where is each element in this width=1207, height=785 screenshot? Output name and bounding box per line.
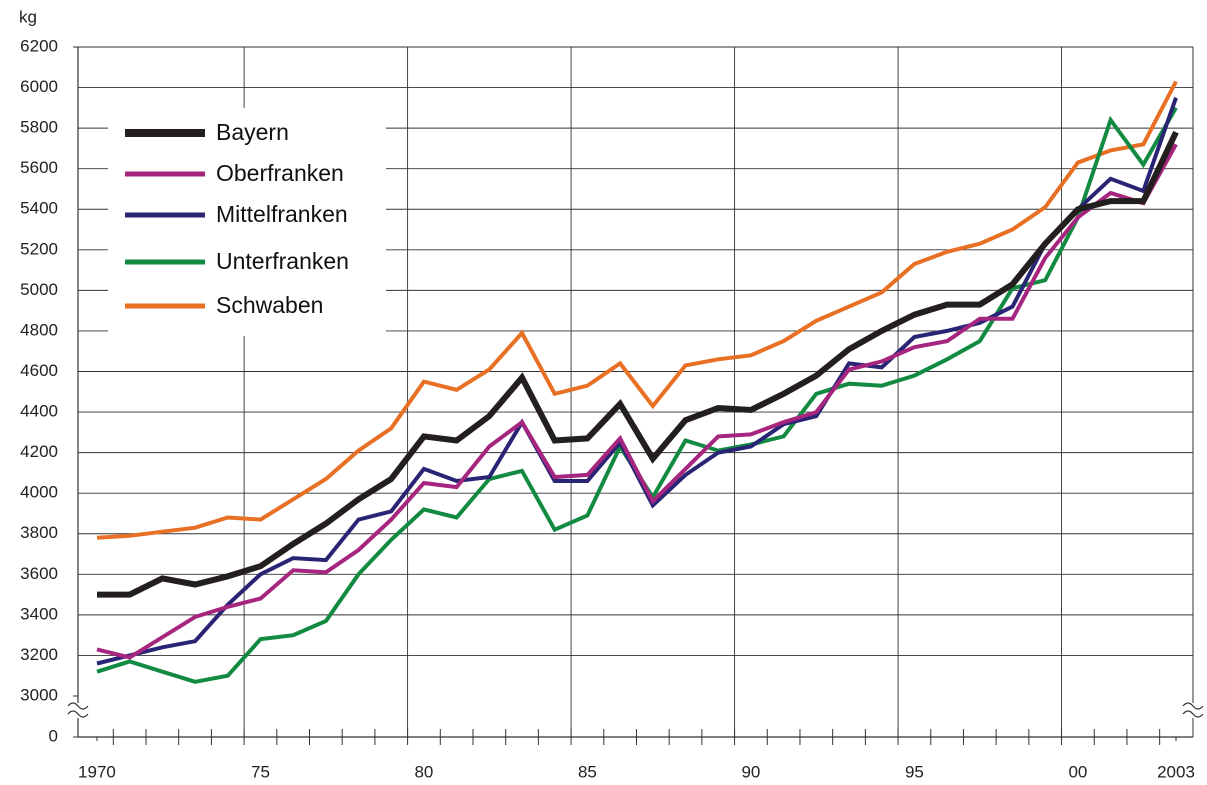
axis-break <box>67 702 89 710</box>
x-tick-label: 00 <box>1068 762 1087 781</box>
x-tick-label: 85 <box>578 762 597 781</box>
y-tick-label: 5200 <box>20 239 58 258</box>
x-tick-label: 1970 <box>78 762 116 781</box>
y-tick-label: 4400 <box>20 402 58 421</box>
legend-label: Unterfranken <box>216 248 349 274</box>
legend: Bayern Oberfranken Mittelfranken Unterfrank… <box>108 108 386 336</box>
legend-label: Schwaben <box>216 292 323 318</box>
legend-label: Bayern <box>216 119 289 145</box>
y-tick-label: 5400 <box>20 199 58 218</box>
y-tick-label: 4800 <box>20 320 58 339</box>
y-tick-label: 5800 <box>20 118 58 137</box>
lines <box>96 80 1179 684</box>
axis-break <box>1182 702 1204 710</box>
y-tick-label: 3200 <box>20 645 58 664</box>
y-tick-label: 4200 <box>20 442 58 461</box>
x-tick-label: 75 <box>251 762 270 781</box>
x-tick-label: 80 <box>414 762 433 781</box>
y-tick-label: 6200 <box>20 36 58 55</box>
y-tick-label: 0 <box>49 726 58 745</box>
y-axis-label: kg <box>19 7 37 26</box>
y-tick-label: 4000 <box>20 483 58 502</box>
y-tick-label: 3400 <box>20 604 58 623</box>
y-tick-label: 4600 <box>20 361 58 380</box>
legend-box <box>108 108 386 336</box>
y-tick-label: 5600 <box>20 158 58 177</box>
y-tick-label: 6000 <box>20 77 58 96</box>
y-tick-label: 5000 <box>20 280 58 299</box>
series-line <box>97 130 1179 598</box>
axes: 0 3000 3200 3400 3600 3800 4000 4200 4400 4600 480… <box>20 36 1204 781</box>
y-tick-label: 3000 <box>20 685 58 704</box>
series-line <box>96 143 1178 660</box>
series-line <box>96 80 1178 540</box>
legend-label: Mittelfranken <box>216 201 348 227</box>
legend-label: Oberfranken <box>216 160 344 186</box>
y-tick-label: 3800 <box>20 523 58 542</box>
axis-break <box>1182 710 1204 718</box>
x-tick-label: 95 <box>905 762 924 781</box>
x-tick-label: 2003 <box>1157 762 1195 781</box>
y-tick-label: 3600 <box>20 564 58 583</box>
x-tick-label: 90 <box>741 762 760 781</box>
axis-break <box>67 710 89 718</box>
